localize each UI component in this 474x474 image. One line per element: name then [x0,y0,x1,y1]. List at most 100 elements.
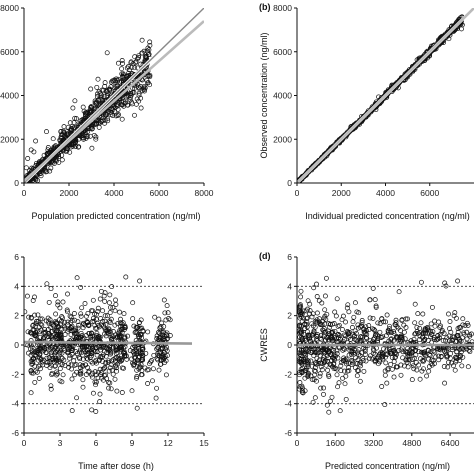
data-point [139,335,145,341]
data-point [462,322,468,328]
data-point [89,350,95,356]
data-point [352,300,358,306]
plot-area [24,274,204,414]
data-point [324,402,330,408]
data-point [83,313,89,319]
data-point [322,350,328,356]
data-point [362,348,368,354]
data-point [378,335,384,340]
y-tick-label: 0 [14,178,19,188]
data-point [75,144,81,150]
data-point [319,300,325,306]
data-point [55,299,61,305]
data-point [95,335,100,341]
data-point [426,348,431,354]
data-point [454,338,460,344]
data-point [447,326,453,332]
data-point [102,80,108,86]
data-point [25,156,31,161]
data-point [36,375,42,381]
data-point [331,360,337,366]
data-point [140,352,146,358]
data-point [367,355,372,361]
data-point [313,360,319,366]
data-point [69,142,75,148]
y-tick-label: -2 [11,369,19,379]
panel-label: (d) [259,251,271,261]
y-tick-label: 4000 [0,91,19,101]
data-point [153,395,159,401]
data-point [302,368,308,374]
data-point [130,300,136,306]
data-point [141,87,147,92]
data-point [115,82,120,88]
data-point [314,338,320,344]
data-point [357,324,363,330]
data-point [129,64,135,70]
data-point [429,332,435,338]
data-point [53,349,59,355]
data-point [446,359,451,365]
data-point [80,363,86,369]
data-point [302,375,308,381]
data-point [455,326,461,331]
data-point [438,353,444,359]
data-point [62,326,68,332]
data-point [298,314,304,320]
data-point [83,362,89,368]
data-point [105,118,111,124]
data-point [138,105,144,111]
data-point [41,335,46,341]
data-point [52,363,58,369]
data-point [299,334,304,340]
data-point [89,104,95,110]
data-point [113,302,119,307]
data-point [388,329,393,335]
data-point [64,307,70,313]
data-point [452,355,458,360]
data-point [360,358,366,364]
data-point [435,336,441,342]
data-point [367,315,373,321]
data-point [65,124,71,130]
data-point [96,89,102,95]
data-point [309,376,315,382]
data-point [41,357,47,363]
data-point [465,322,471,328]
data-point [134,324,140,330]
data-point [450,334,456,340]
y-tick-label: -2 [284,369,292,379]
data-point [62,363,68,369]
data-point [96,124,102,130]
data-point [53,293,58,299]
data-point [71,311,77,316]
data-point [60,299,66,305]
data-point [415,330,421,336]
data-point [304,347,310,353]
data-point [446,311,451,317]
data-point [342,368,347,374]
data-point [331,352,337,358]
data-point [42,327,47,332]
data-point [336,380,342,386]
data-point [57,137,63,143]
data-point [69,376,75,382]
data-point [316,298,322,304]
data-point [75,325,81,331]
data-point [383,319,389,325]
data-point [30,298,36,303]
data-point [418,279,424,285]
data-point [348,336,354,342]
data-point [94,372,99,378]
data-point [68,314,74,320]
data-point [370,285,376,291]
data-point [329,394,335,400]
data-point [102,298,108,304]
data-point [405,351,411,357]
data-point [322,313,328,319]
data-point [320,357,326,363]
data-point [343,333,348,339]
data-point [52,327,58,333]
data-point [109,284,115,290]
data-point [338,368,344,374]
